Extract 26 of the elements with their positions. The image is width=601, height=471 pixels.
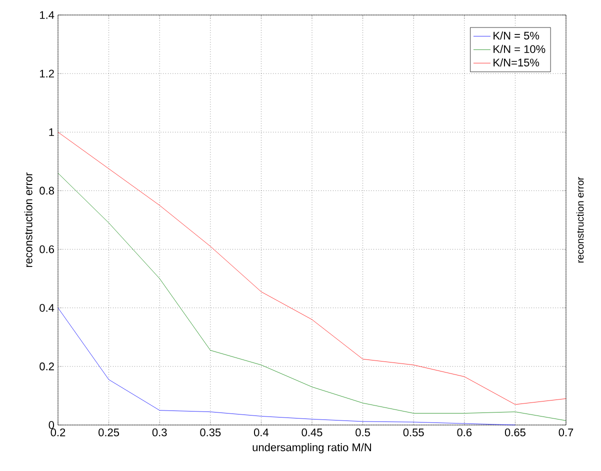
legend-label: K/N = 10% [494,44,546,54]
legend-label: K/N = 5% [494,31,540,40]
y-tick-label: 0 [48,421,54,429]
x-tick-label: 0.3 [152,428,167,436]
x-tick-label: 0.25 [98,428,120,436]
y-tick-label: 1.2 [40,70,54,78]
y-tick-label: 0.2 [40,362,54,370]
x-tick-label: 0.5 [356,428,370,436]
y-axis-title: reconstruction error [24,172,32,267]
x-axis-title: undersampling ratio M/N [252,443,371,454]
y2-axis-title: reconstruction error [576,176,584,263]
y-tick-label: 1 [49,128,54,136]
x-tick-label: 0.55 [403,428,424,436]
y-tick-label: 1.4 [40,11,54,19]
x-tick-label: 0.35 [200,428,221,436]
y-tick-label: 0.6 [40,245,54,254]
x-tick-label: 0.6 [457,428,472,436]
y-tick-label: 0.8 [40,186,54,195]
x-tick-label: 0.7 [558,428,574,436]
legend-label: K/N=15% [494,58,540,66]
x-tick-label: 0.65 [504,428,526,436]
y-tick-label: 0.4 [40,304,54,312]
x-tick-label: 0.4 [254,428,269,436]
line-series [58,172,566,421]
line-series [58,132,566,405]
x-tick-label: 0.45 [302,428,322,436]
